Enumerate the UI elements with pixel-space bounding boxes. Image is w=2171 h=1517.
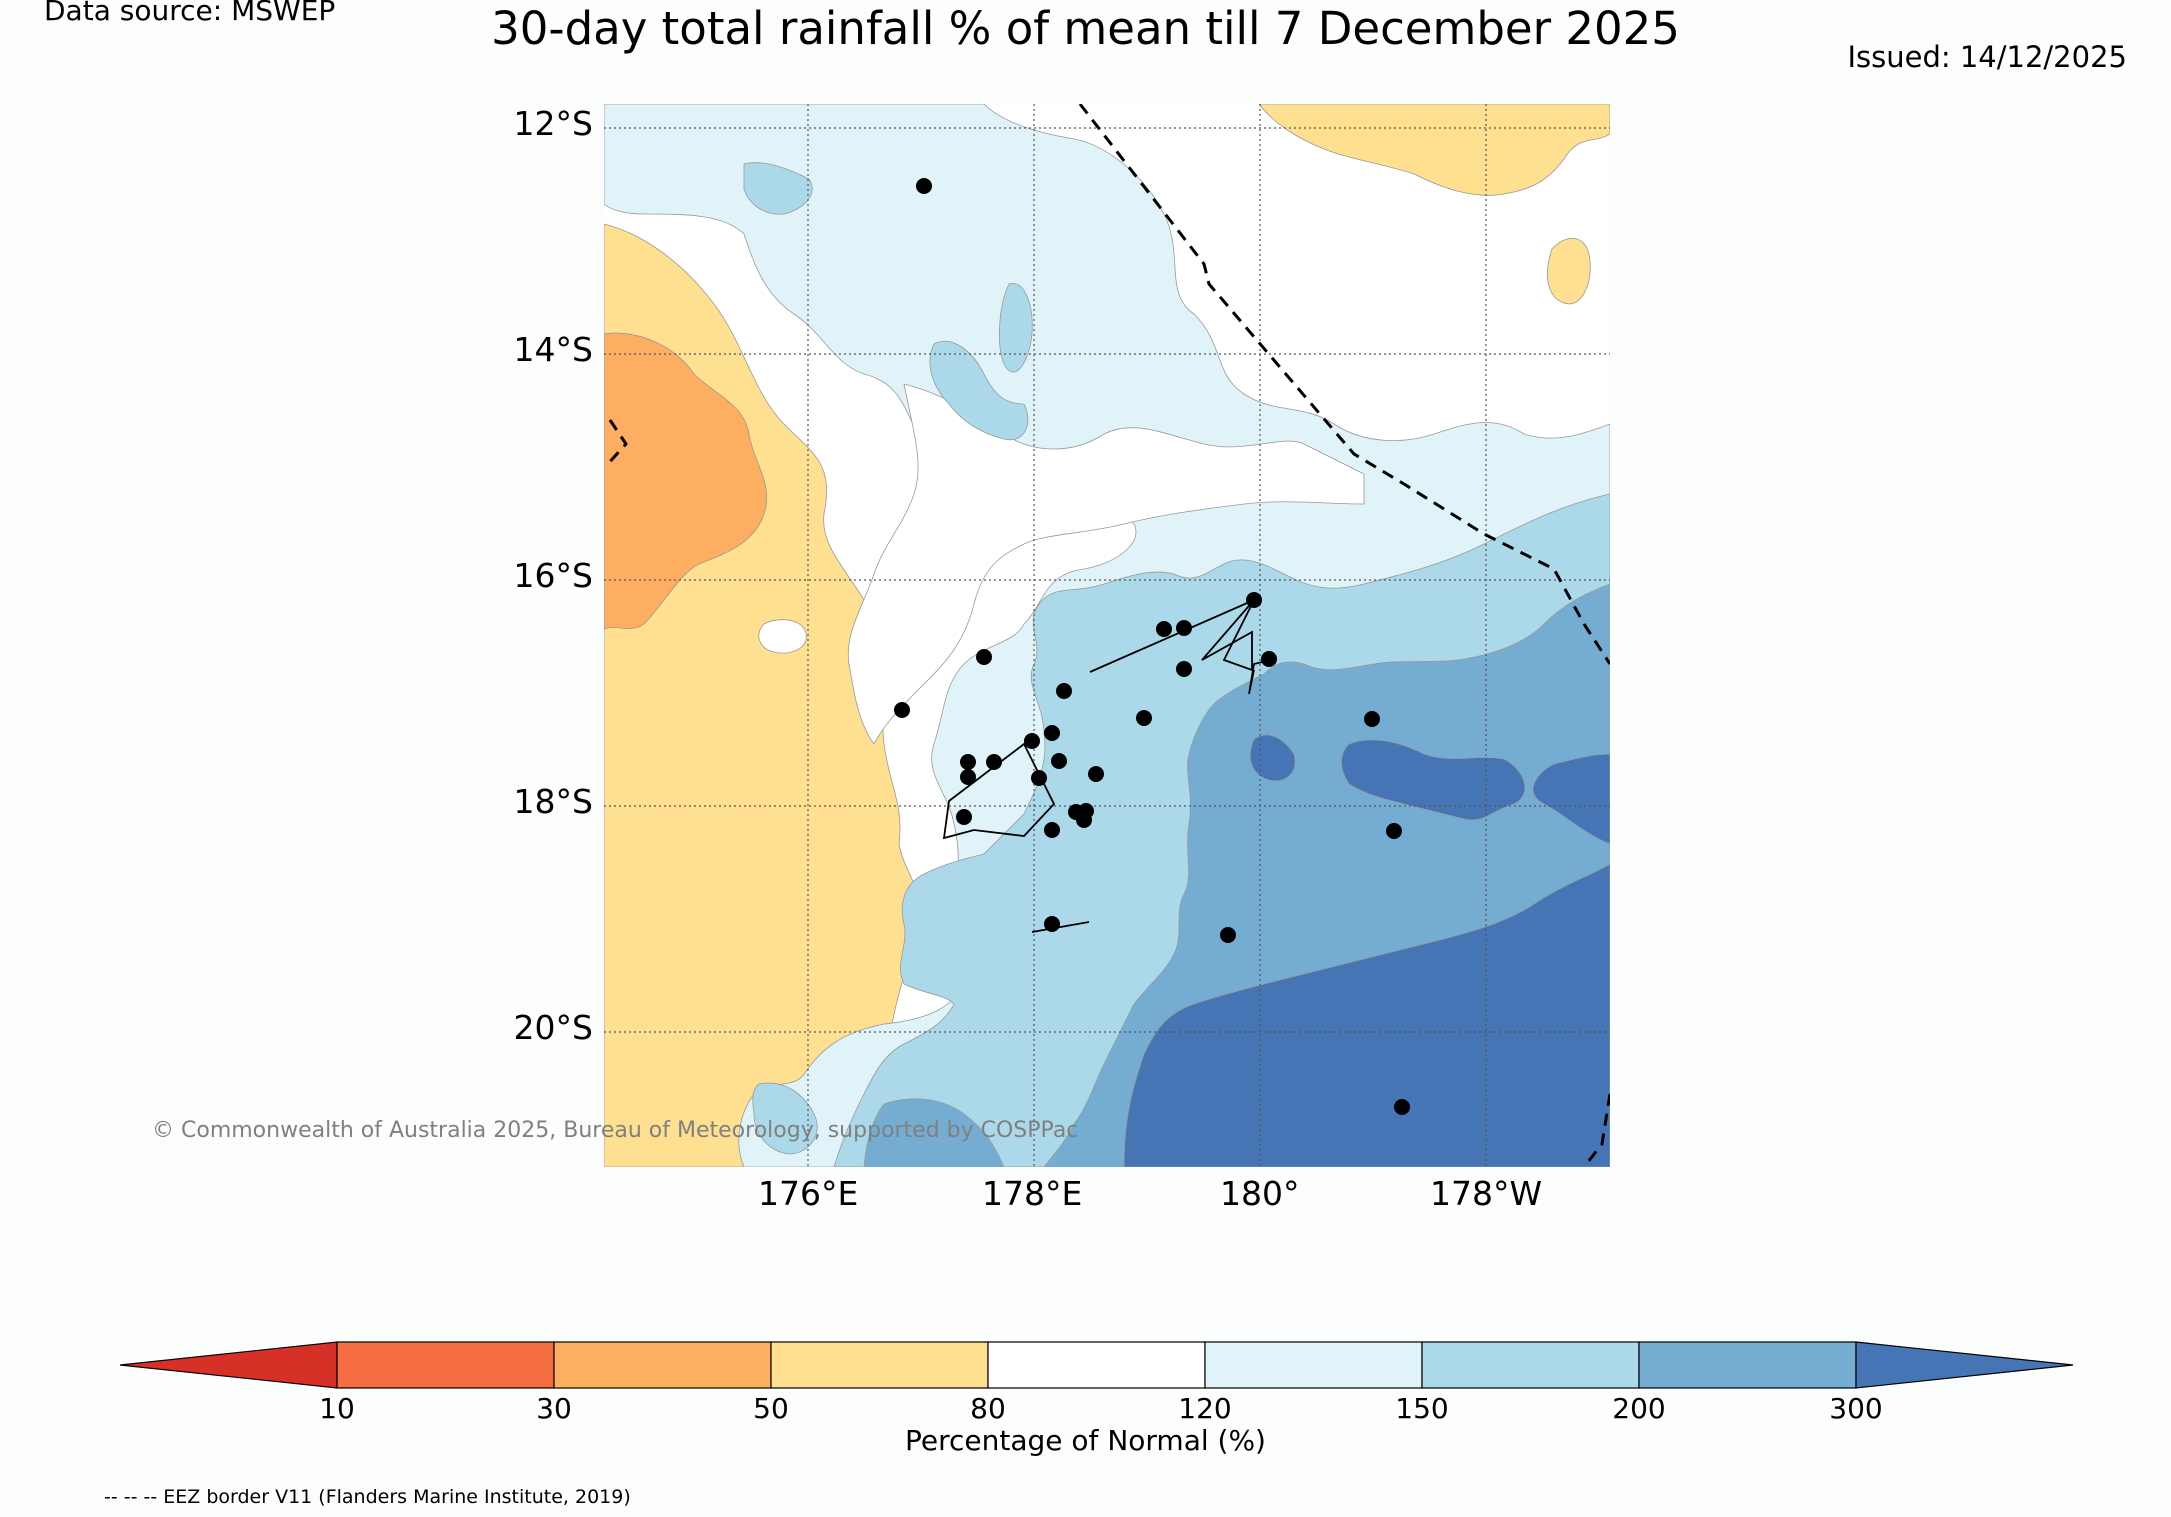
colorbar-tick-label: 150 bbox=[1395, 1392, 1449, 1425]
data-source-label: Data source: MSWEP bbox=[44, 0, 336, 27]
lat-label-18s: 18°S bbox=[513, 782, 593, 821]
colorbar-swatch-120-150 bbox=[1204, 1341, 1423, 1389]
colorbar bbox=[120, 1341, 2074, 1389]
station-marker bbox=[1031, 770, 1047, 786]
station-marker bbox=[976, 649, 992, 665]
station-marker bbox=[1156, 621, 1172, 637]
colorbar-tick-label: 80 bbox=[970, 1392, 1006, 1425]
region-30-50 bbox=[604, 332, 768, 630]
lat-label-14s: 14°S bbox=[513, 330, 593, 369]
eez-border bbox=[604, 104, 1610, 1167]
region-above-300-mid bbox=[1341, 739, 1526, 821]
region-white-patch bbox=[758, 619, 807, 654]
region-above-300-south bbox=[1123, 863, 1610, 1167]
region-150-200-sw bbox=[752, 1082, 818, 1155]
lon-label-178e: 178°E bbox=[982, 1174, 1083, 1213]
colorbar-swatch-10-30 bbox=[336, 1341, 555, 1389]
station-markers bbox=[894, 178, 1410, 1115]
station-marker bbox=[1220, 927, 1236, 943]
rainfall-map bbox=[604, 104, 1610, 1167]
lon-label-176e: 176°E bbox=[758, 1174, 859, 1213]
station-marker bbox=[960, 754, 976, 770]
lat-label-20s: 20°S bbox=[513, 1008, 593, 1047]
station-marker bbox=[1044, 916, 1060, 932]
station-marker bbox=[960, 769, 976, 785]
station-marker bbox=[1386, 823, 1402, 839]
region-above-300-blob bbox=[1249, 734, 1296, 782]
lat-label-16s: 16°S bbox=[513, 556, 593, 595]
colorbar-tick-label: 30 bbox=[536, 1392, 572, 1425]
copyright-notice: © Commonwealth of Australia 2025, Bureau… bbox=[152, 1118, 1079, 1143]
region-200-300-south bbox=[863, 1098, 1005, 1167]
station-marker bbox=[1088, 766, 1104, 782]
colorbar-swatch-above-300 bbox=[1855, 1341, 2074, 1389]
map-title: 30-day total rainfall % of mean till 7 D… bbox=[491, 2, 1680, 55]
station-marker bbox=[1024, 733, 1040, 749]
station-marker bbox=[1364, 711, 1380, 727]
region-above-300-east bbox=[1532, 753, 1610, 845]
station-marker bbox=[1044, 725, 1060, 741]
colorbar-tick-label: 200 bbox=[1612, 1392, 1666, 1425]
colorbar-swatch-50-80 bbox=[770, 1341, 989, 1389]
colorbar-tick-label: 50 bbox=[753, 1392, 789, 1425]
station-marker bbox=[956, 809, 972, 825]
station-marker bbox=[1056, 683, 1072, 699]
colorbar-tick-label: 300 bbox=[1829, 1392, 1883, 1425]
station-marker bbox=[1246, 592, 1262, 608]
colorbar-swatch-30-50 bbox=[553, 1341, 772, 1389]
lon-label-180: 180° bbox=[1220, 1174, 1300, 1213]
region-150-200-north-2 bbox=[929, 341, 1029, 441]
eez-legend-note: -- -- -- EEZ border V11 (Flanders Marine… bbox=[104, 1486, 631, 1508]
lon-label-178w: 178°W bbox=[1430, 1174, 1543, 1213]
station-marker bbox=[1176, 620, 1192, 636]
region-white-central bbox=[847, 383, 1365, 745]
colorbar-swatch-80-120 bbox=[987, 1341, 1206, 1389]
station-marker bbox=[894, 702, 910, 718]
region-50-80-ne bbox=[1258, 104, 1610, 196]
lat-label-12s: 12°S bbox=[513, 104, 593, 143]
region-50-80-ne-island bbox=[1547, 237, 1591, 305]
region-150-200-north-3 bbox=[999, 283, 1033, 373]
station-marker bbox=[1136, 710, 1152, 726]
station-marker bbox=[1051, 753, 1067, 769]
colorbar-tick-label: 120 bbox=[1178, 1392, 1232, 1425]
colorbar-swatch-200-300 bbox=[1638, 1341, 1857, 1389]
station-marker bbox=[986, 754, 1002, 770]
colorbar-tick-label: 10 bbox=[319, 1392, 355, 1425]
colorbar-swatch-below-10 bbox=[120, 1341, 338, 1389]
station-marker bbox=[1261, 651, 1277, 667]
station-marker bbox=[1076, 812, 1092, 828]
issued-date-label: Issued: 14/12/2025 bbox=[1847, 40, 2127, 74]
station-marker bbox=[1176, 661, 1192, 677]
colorbar-swatch-150-200 bbox=[1421, 1341, 1640, 1389]
graticule bbox=[604, 104, 1610, 1167]
station-marker bbox=[916, 178, 932, 194]
station-marker bbox=[1044, 822, 1060, 838]
station-marker bbox=[1394, 1099, 1410, 1115]
colorbar-label: Percentage of Normal (%) bbox=[905, 1424, 1266, 1457]
